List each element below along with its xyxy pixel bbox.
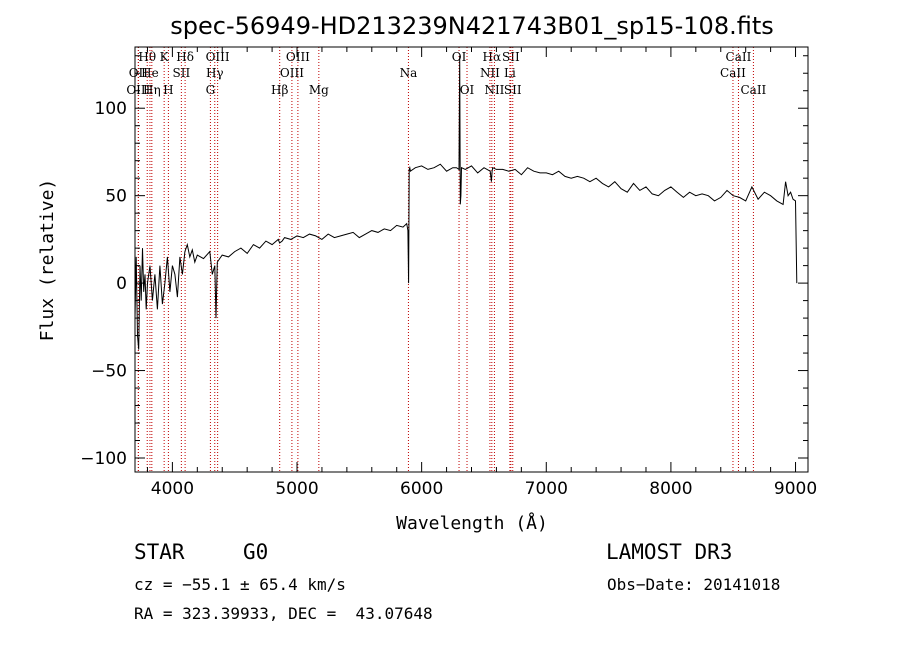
- line-marker-label-10: Hγ: [206, 66, 224, 80]
- line-marker-label-0: Hθ: [138, 50, 156, 64]
- x-tick-label-5: 9000: [774, 479, 817, 499]
- y-tick-label-4: 100: [95, 99, 127, 119]
- line-marker-label-15: Mg: [309, 83, 329, 97]
- class-label: STAR: [134, 540, 185, 564]
- line-marker-label-19: Hα: [483, 50, 502, 64]
- y-axis-label: Flux (relative): [37, 179, 58, 342]
- spectrum-series: [134, 55, 798, 350]
- y-tick-label-1: −50: [91, 362, 127, 382]
- line-marker-label-3: OIII: [126, 83, 150, 97]
- line-marker-label-9: OIII: [206, 50, 230, 64]
- line-marker-label-5: K: [160, 50, 170, 64]
- line-marker-label-2: He: [141, 66, 159, 80]
- x-tick-label-3: 7000: [525, 479, 568, 499]
- subclass-label: G0: [243, 540, 269, 564]
- line-marker-label-7: SII: [173, 66, 191, 80]
- y-tick-label-0: −100: [80, 449, 127, 469]
- x-tick-label-0: 4000: [151, 479, 194, 499]
- line-marker-label-27: CaII: [740, 83, 766, 97]
- coords-label: RA = 323.39933, DEC = 43.07648: [134, 604, 433, 623]
- line-marker-label-11: G: [206, 83, 216, 97]
- line-marker-label-23: Li: [504, 66, 516, 80]
- line-marker-label-26: CaII: [720, 66, 746, 80]
- line-marker-label-20: NII: [480, 66, 500, 80]
- plot-frame: [134, 46, 809, 473]
- x-axis-label: Wavelength (Å): [396, 512, 548, 534]
- chart-title: spec-56949-HD213239N421743B01_sp15-108.f…: [170, 12, 774, 40]
- line-marker-label-24: SII: [504, 83, 522, 97]
- line-marker-label-8: Hδ: [176, 50, 194, 64]
- line-marker-label-18: OI: [460, 83, 475, 97]
- line-marker-label-17: OI: [452, 50, 467, 64]
- line-marker-label-22: SII: [502, 50, 520, 64]
- line-marker-label-21: NII: [484, 83, 504, 97]
- line-marker-label-16: Na: [400, 66, 418, 80]
- x-tick-label-2: 6000: [400, 479, 443, 499]
- line-marker-label-12: Hβ: [271, 83, 288, 97]
- line-marker-label-6: H: [163, 83, 173, 97]
- spectrum-line-0: [134, 55, 798, 350]
- x-tick-label-4: 8000: [649, 479, 692, 499]
- redshift-label: cz = −55.1 ± 65.4 km/s: [134, 575, 346, 594]
- axis-ticks: 4000 5000 6000 7000 8000 9000 −100 −50 0 50 100: [80, 47, 817, 499]
- line-marker-label-4: Hη: [143, 83, 161, 97]
- y-tick-label-2: 0: [116, 274, 127, 294]
- survey-label: LAMOST DR3: [606, 540, 733, 564]
- x-tick-label-1: 5000: [275, 479, 318, 499]
- line-marker-label-25: CaII: [726, 50, 752, 64]
- obs-date-label: Obs−Date: 20141018: [607, 575, 781, 594]
- y-tick-label-3: 50: [105, 187, 127, 207]
- line-marker-label-14: OIII: [280, 66, 304, 80]
- line-marker-label-13: OIII: [286, 50, 310, 64]
- line-markers: HθOIIHeOIIIHηKHSIIHδOIIIHγGHβOIIIOIIIMgN…: [126, 47, 767, 472]
